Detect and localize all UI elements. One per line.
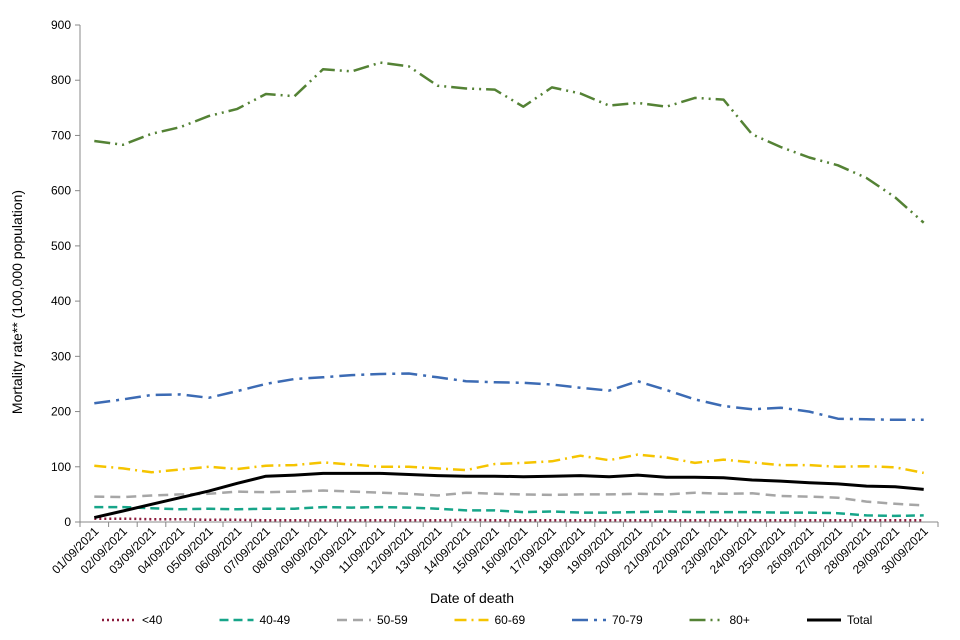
series-layer (93, 61, 925, 522)
legend-label: Total (847, 613, 872, 627)
y-tick-label: 0 (64, 515, 71, 529)
legend-label: <40 (142, 613, 163, 627)
y-axis-title: Mortality rate** (100,000 population) (9, 190, 25, 414)
legend: <40 40-49 50-59 60-69 70-79 80+ Total (102, 613, 872, 627)
y-tick-label: 200 (51, 405, 71, 419)
y-tick-label: 400 (51, 294, 71, 308)
series-line-40-49 (94, 505, 924, 518)
y-tick-label: 700 (51, 128, 71, 142)
series-line-70-79 (94, 372, 924, 422)
legend-label: 50-59 (377, 613, 408, 627)
y-tick-label: 500 (51, 239, 71, 253)
y-tick-label: 600 (51, 184, 71, 198)
x-axis-ticks: 01/09/202102/09/202103/09/202104/09/2021… (49, 522, 939, 577)
series-line-total (93, 471, 924, 520)
series-line-50-59 (94, 489, 924, 507)
y-tick-label: 100 (51, 460, 71, 474)
series-line-60-69 (94, 453, 924, 475)
legend-label: 70-79 (612, 613, 643, 627)
legend-label: 80+ (730, 613, 750, 627)
series-line-80 (94, 61, 925, 224)
y-tick-label: 800 (51, 73, 71, 87)
legend-label: 40-49 (260, 613, 291, 627)
legend-label: 60-69 (495, 613, 526, 627)
x-axis-title: Date of death (430, 590, 514, 606)
series-line-40 (94, 517, 924, 522)
y-tick-label: 300 (51, 349, 71, 363)
y-axis-ticks: 0 100 200 300 400 500 600 700 800 900 (51, 18, 80, 529)
y-tick-label: 900 (51, 18, 71, 32)
